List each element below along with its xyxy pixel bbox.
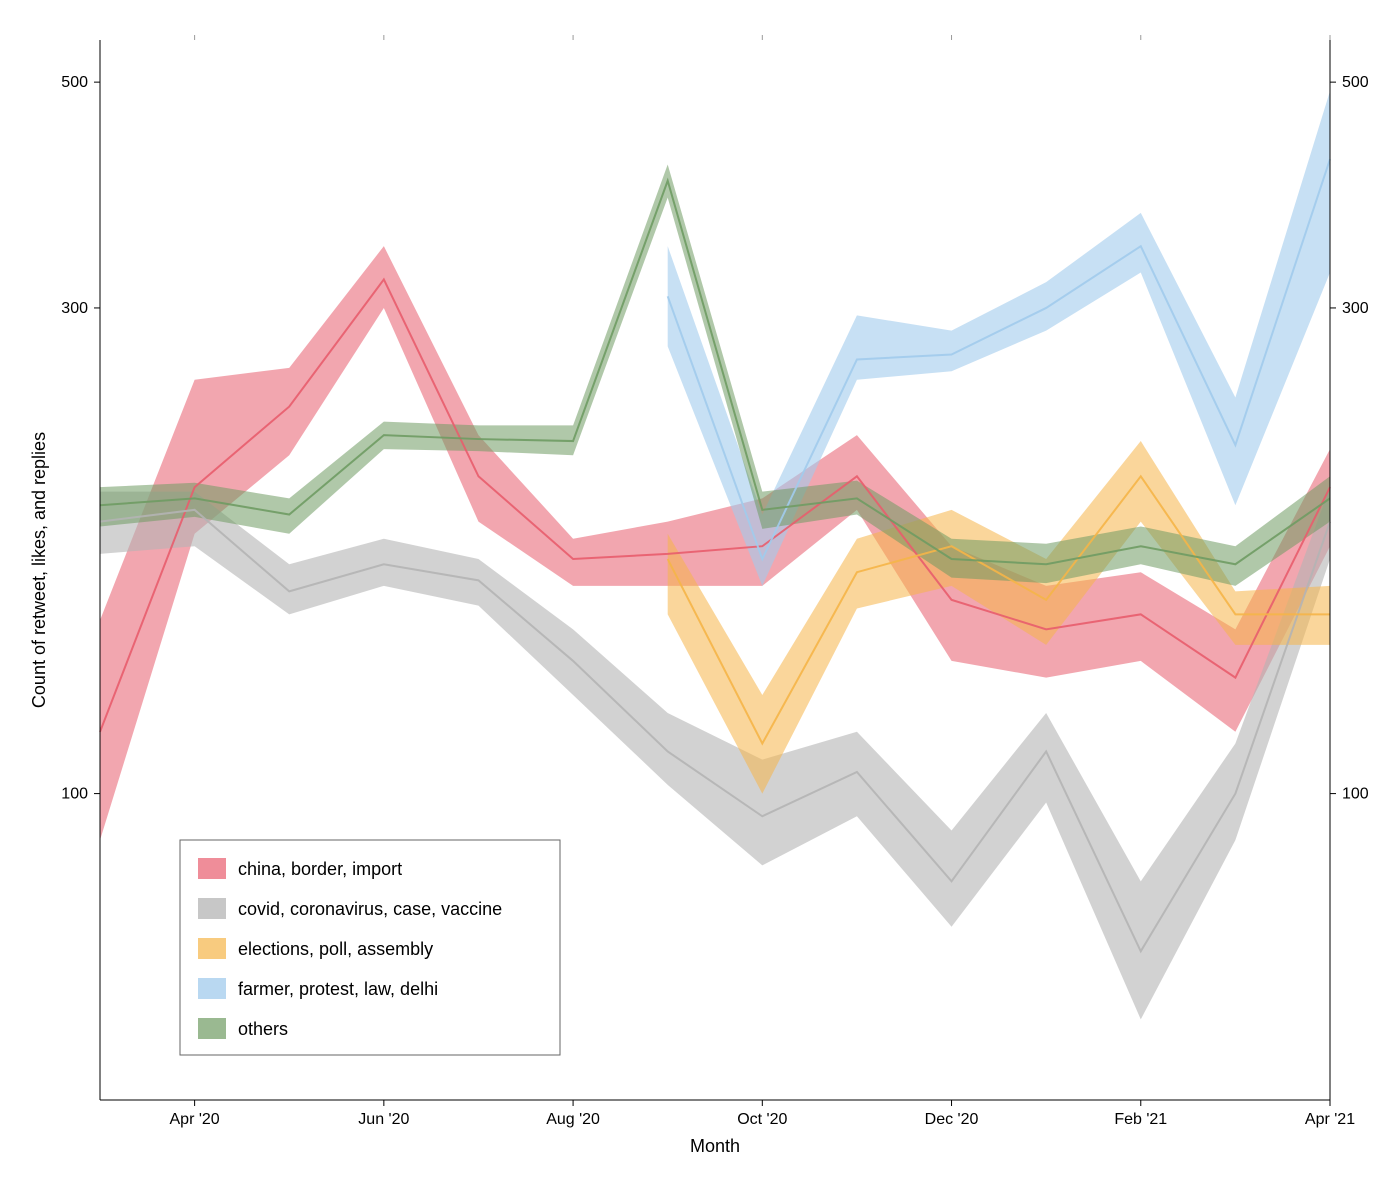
legend-swatch xyxy=(198,898,226,919)
legend-label: elections, poll, assembly xyxy=(238,939,433,959)
legend-swatch xyxy=(198,938,226,959)
chart-container: 100 100 300 300 500 500 Apr '20 Jun '20 Aug '20 O… xyxy=(20,20,1379,1170)
y-tick-label-left: 300 xyxy=(61,300,88,317)
y-axis-label-left: Count of retweet, likes, and replies xyxy=(29,432,49,708)
legend-label: china, border, import xyxy=(238,859,402,879)
x-tick-label: Aug '20 xyxy=(546,1111,600,1128)
y-tick-label-left: 500 xyxy=(61,74,88,91)
legend-label: farmer, protest, law, delhi xyxy=(238,979,438,999)
x-tick-label: Feb '21 xyxy=(1114,1111,1167,1128)
legend-label: others xyxy=(238,1019,288,1039)
y-tick-label-right: 300 xyxy=(1342,300,1369,317)
legend: china, border, import covid, coronavirus,… xyxy=(180,840,560,1055)
y-tick-label-left: 100 xyxy=(61,786,88,803)
x-tick-label: Apr '20 xyxy=(170,1111,220,1128)
line-chart: 100 100 300 300 500 500 Apr '20 Jun '20 Aug '20 O… xyxy=(20,20,1379,1170)
x-tick-label: Oct '20 xyxy=(737,1111,787,1128)
x-tick-label: Dec '20 xyxy=(925,1111,979,1128)
legend-swatch xyxy=(198,858,226,879)
x-tick-label: Jun '20 xyxy=(358,1111,409,1128)
x-tick-label: Apr '21 xyxy=(1305,1111,1355,1128)
x-axis-label: Month xyxy=(690,1136,740,1156)
legend-swatch xyxy=(198,1018,226,1039)
legend-label: covid, coronavirus, case, vaccine xyxy=(238,899,502,919)
y-tick-label-right: 500 xyxy=(1342,74,1369,91)
y-tick-label-right: 100 xyxy=(1342,786,1369,803)
legend-swatch xyxy=(198,978,226,999)
